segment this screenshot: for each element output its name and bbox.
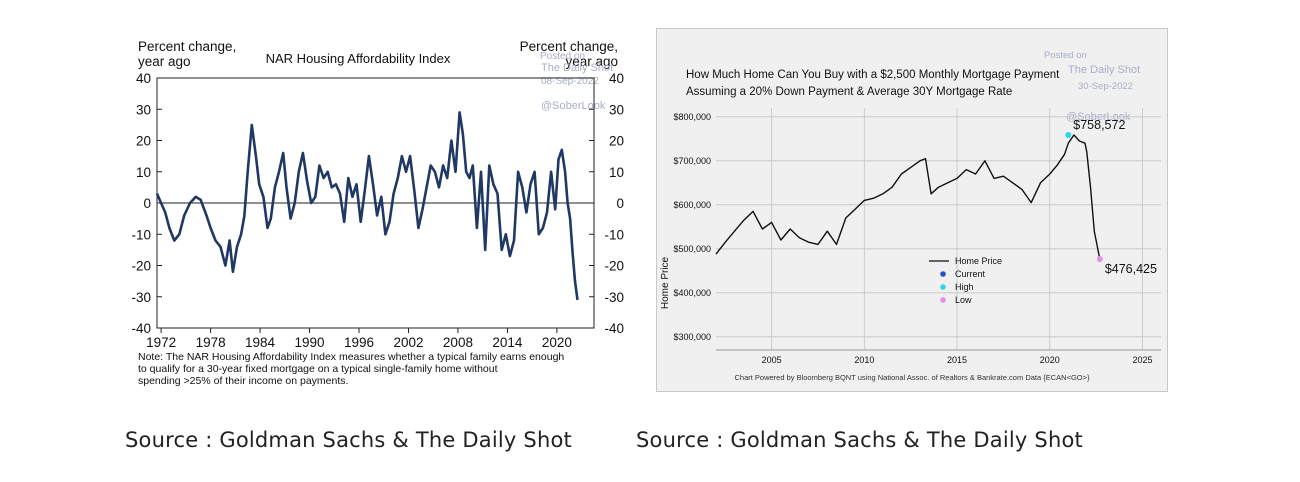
y-tick-label: $600,000 <box>673 200 711 210</box>
y-tick-label-right: -10 <box>604 227 624 242</box>
y-tick-label-left: 40 <box>136 71 151 86</box>
y-tick-label: $500,000 <box>673 244 711 254</box>
note-line-3: spending >25% of their income on payment… <box>138 375 348 387</box>
chart-title-line-1: How Much Home Can You Buy with a $2,500 … <box>686 69 1060 81</box>
x-tick-label: 1972 <box>146 335 176 350</box>
note-line-1: Note: The NAR Housing Affordability Inde… <box>138 351 564 363</box>
legend-low-dot <box>940 297 946 303</box>
y-tick-label-right: -30 <box>604 290 624 305</box>
x-tick-label: 1996 <box>344 335 374 350</box>
affordability-chart: Percent change, year ago Percent change,… <box>131 39 624 387</box>
y-tick-label-right: 40 <box>609 71 624 86</box>
x-tick-label: 2025 <box>1132 355 1152 365</box>
watermark-line-2: The Daily Shot <box>541 62 613 74</box>
home-price-chart: Posted on The Daily Shot 30-Sep-2022 @So… <box>656 28 1168 392</box>
legend-home-price: Home Price <box>955 256 1002 266</box>
left-axis-title-line-2: year ago <box>138 54 191 69</box>
x-tick-label: 2002 <box>393 335 423 350</box>
source-caption-left: Source : Goldman Sachs & The Daily Shot <box>125 428 572 452</box>
affordability-series-line <box>155 111 579 301</box>
watermark-line-1: Posted on <box>540 51 585 62</box>
x-tick-label: 1990 <box>295 335 325 350</box>
x-tick-label: 1984 <box>245 335 276 350</box>
x-tick-label: 1978 <box>196 335 226 350</box>
y-tick-label-left: 0 <box>143 196 151 211</box>
y-tick-label-right: 20 <box>609 134 624 149</box>
right-axis-title-line-2: year ago <box>565 54 618 69</box>
y-tick-label-right: -20 <box>604 259 624 274</box>
y-axis-title: Home Price <box>660 256 671 309</box>
low-value-label: $476,425 <box>1105 262 1157 276</box>
y-tick-label-left: -30 <box>131 290 151 305</box>
x-tick-label: 2014 <box>492 335 523 350</box>
watermark-line-3: 08-Sep-2022 <box>541 76 599 87</box>
y-tick-label-left: 20 <box>136 134 151 149</box>
low-marker <box>1096 256 1103 263</box>
y-tick-label: $700,000 <box>673 156 711 166</box>
y-tick-label-right: 30 <box>609 102 624 117</box>
watermark-line-3: 30-Sep-2022 <box>1078 81 1133 92</box>
high-marker <box>1065 132 1072 139</box>
x-tick-label: 2005 <box>762 355 782 365</box>
y-tick-label-right: 10 <box>609 165 624 180</box>
y-tick-label-right: -40 <box>604 321 624 336</box>
right-axis-title: Percent change, year ago <box>520 39 618 69</box>
watermark: Posted on The Daily Shot 08-Sep-2022 @So… <box>540 51 613 112</box>
y-tick-label-left: -10 <box>131 227 151 242</box>
chart-legend: Home Price Current High Low <box>929 256 1002 305</box>
y-tick-label-right: 0 <box>616 196 624 211</box>
y-tick-label-left: -20 <box>131 259 151 274</box>
y-tick-label-left: 30 <box>136 102 151 117</box>
note-line-2: to qualify for a 30-year fixed mortgage … <box>138 363 498 375</box>
x-tick-label: 2015 <box>947 355 967 365</box>
legend-high-dot <box>940 284 946 290</box>
chart-note: Note: The NAR Housing Affordability Inde… <box>138 351 564 387</box>
legend-current: Current <box>955 269 986 279</box>
left-axis-title-line-1: Percent change, <box>138 39 236 54</box>
chart-panel <box>656 28 1168 392</box>
y-tick-label: $300,000 <box>673 332 711 342</box>
x-tick-label: 2020 <box>1040 355 1060 365</box>
legend-low: Low <box>955 295 972 305</box>
x-tick-label: 2008 <box>443 335 473 350</box>
chart-footer: Chart Powered by Bloomberg BQNT using Na… <box>734 373 1090 382</box>
legend-current-dot <box>940 271 946 277</box>
y-tick-label-left: -40 <box>131 321 151 336</box>
x-tick-label: 2020 <box>542 335 572 350</box>
watermark-line-1: Posted on <box>1044 50 1087 61</box>
y-tick-label: $400,000 <box>673 288 711 298</box>
source-caption-right: Source : Goldman Sachs & The Daily Shot <box>636 428 1083 452</box>
home-price-series-line <box>715 134 1101 260</box>
chart-title: NAR Housing Affordability Index <box>266 51 451 66</box>
y-tick-label: $800,000 <box>673 112 711 122</box>
x-tick-label: 2010 <box>854 355 874 365</box>
watermark-line-2: The Daily Shot <box>1068 64 1140 76</box>
high-value-label: $758,572 <box>1073 118 1125 132</box>
legend-high: High <box>955 282 974 292</box>
left-axis-title: Percent change, year ago <box>138 39 236 69</box>
chart-title: How Much Home Can You Buy with a $2,500 … <box>686 69 1060 98</box>
chart-title-line-2: Assuming a 20% Down Payment & Average 30… <box>686 86 1012 98</box>
right-axis-title-line-1: Percent change, <box>520 39 618 54</box>
y-tick-label-left: 10 <box>136 165 151 180</box>
watermark-line-4: @SoberLook <box>541 100 606 112</box>
